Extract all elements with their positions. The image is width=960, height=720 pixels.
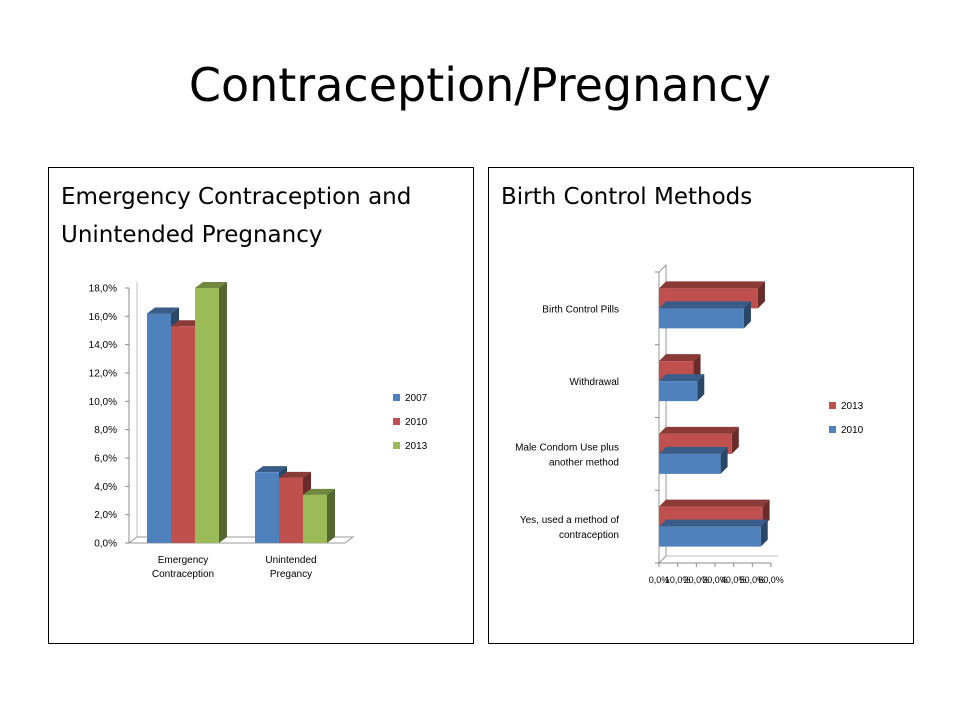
y-tick-label: 8,0% — [94, 425, 117, 436]
bar-2010-side — [760, 519, 768, 547]
bar-2013-side — [757, 281, 765, 309]
bar-2013-top — [659, 281, 765, 289]
y-tick-label: 6,0% — [94, 454, 117, 465]
legend-label: 2007 — [405, 393, 428, 404]
x-tick-label: 40,0% — [721, 575, 747, 585]
bar-2013-side — [731, 426, 739, 454]
y-tick-label: 14,0% — [89, 340, 117, 351]
bar-2010-top — [279, 471, 311, 478]
bar-2010 — [171, 326, 195, 543]
y-tick-label: 0,0% — [94, 539, 117, 550]
y-category-label: Male Condom Use plus — [515, 442, 619, 453]
bar-2013-top — [659, 354, 701, 362]
bar-2013 — [303, 494, 327, 543]
y-category-label: contraception — [559, 530, 619, 541]
bar-2010 — [659, 308, 744, 329]
x-tick-label: 60,0% — [758, 575, 784, 585]
y-tick-label: 10,0% — [89, 397, 117, 408]
bar-2007 — [255, 472, 279, 543]
x-category-label: Contraception — [152, 569, 214, 580]
bar-2010 — [659, 381, 698, 402]
bar-2010-top — [659, 446, 728, 454]
bar-2010-top — [659, 301, 751, 309]
x-category-label: Emergency — [158, 555, 209, 566]
bar-2013 — [195, 288, 219, 543]
legend-swatch-2007 — [393, 394, 400, 401]
emergency-contraception-panel: Emergency Contraception and Unintended P… — [48, 167, 474, 644]
birth-control-chart: 0,0%10,0%20,0%30,0%40,0%50,0%60,0% Birth … — [515, 263, 864, 585]
bar-2010 — [659, 453, 721, 474]
x-tick-label: 50,0% — [740, 575, 766, 585]
bar-2013-top — [659, 499, 770, 507]
bar-2010-top — [659, 519, 768, 527]
slide-title: Contraception/Pregnancy — [188, 58, 772, 112]
legend-swatch-2013 — [393, 442, 400, 449]
y-tick-label: 12,0% — [89, 369, 117, 380]
bar-2013-top — [659, 426, 739, 434]
x-tick-label: 20,0% — [684, 575, 710, 585]
bar-2010-side — [743, 301, 751, 329]
legend-label: 2013 — [841, 401, 864, 412]
birth-control-panel: Birth Control Methods 0,0% 10,0% 20,0% 30,0… — [488, 167, 914, 644]
x-category-label: Pregancy — [270, 569, 312, 580]
legend-swatch-2010 — [829, 426, 836, 433]
emergency-contraception-chart: 0,0% 2,0% 4,0% 6,0% 8,0% 10,0% 12,0% 14,0% 16,0%… — [89, 282, 428, 580]
x-tick-label: 0,0% — [649, 575, 670, 585]
x-category-label: Unintended — [265, 555, 316, 566]
panel-title: Birth Control Methods — [501, 184, 753, 210]
bar-2007-top — [147, 307, 179, 314]
y-category-label: Birth Control Pills — [542, 304, 619, 315]
x-tick-label: 10,0% — [665, 575, 691, 585]
legend-label: 2010 — [405, 417, 428, 428]
y-category-label: Withdrawal — [570, 377, 619, 388]
legend-label: 2010 — [841, 425, 864, 436]
x-tick-label: 30,0% — [702, 575, 728, 585]
bar-2007-top — [255, 466, 287, 473]
bar-2010-top — [659, 374, 705, 382]
legend-swatch-2010 — [393, 418, 400, 425]
legend-label: 2013 — [405, 441, 428, 452]
legend-swatch-2013 — [829, 402, 836, 409]
bar-2010 — [279, 477, 303, 543]
y-tick-label: 16,0% — [89, 312, 117, 323]
bar-2013-side — [219, 282, 227, 543]
y-category-label: Yes, used a method of — [520, 515, 619, 526]
panel-title: Emergency Contraception and Unintended P… — [61, 184, 412, 248]
bar-2013-top — [195, 282, 227, 288]
bar-2013-side — [327, 488, 335, 543]
y-category-label: another method — [549, 457, 619, 468]
bar-2007 — [147, 313, 171, 543]
bar-2010-side — [720, 446, 728, 474]
bar-2010 — [659, 526, 761, 547]
y-tick-label: 18,0% — [89, 284, 117, 295]
bar-2013-top — [303, 488, 335, 495]
bar-2010-side — [697, 374, 705, 402]
y-tick-label: 2,0% — [94, 510, 117, 521]
y-tick-label: 4,0% — [94, 482, 117, 493]
